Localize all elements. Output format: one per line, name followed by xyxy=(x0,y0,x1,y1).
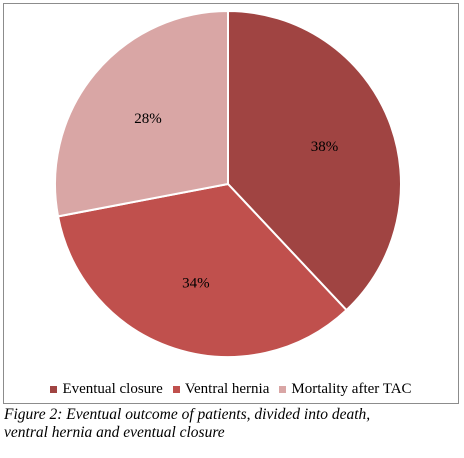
legend-item: Mortality after TAC xyxy=(279,380,412,398)
data-label-eventual-closure: 38% xyxy=(311,139,339,155)
data-label-mortality-after-tac: 28% xyxy=(134,111,162,127)
figure-caption: Figure 2: Eventual outcome of patients, … xyxy=(4,406,462,442)
legend: Eventual closure Ventral hernia Mortality … xyxy=(4,378,458,400)
caption-line-2: ventral hernia and eventual closure xyxy=(4,424,225,441)
chart-frame: 38% 34% 28% Eventual closure Ventral hernia… xyxy=(3,3,459,404)
legend-swatch xyxy=(172,385,180,393)
legend-label: Ventral hernia xyxy=(184,380,270,397)
legend-label: Mortality after TAC xyxy=(291,380,412,397)
legend-label: Eventual closure xyxy=(62,380,163,397)
pie-slice-ventral-hernia xyxy=(56,182,348,359)
pie-slice-eventual-closure xyxy=(227,9,403,312)
legend-swatch xyxy=(50,385,58,393)
pie-slice-mortality-after-tac xyxy=(54,9,229,218)
legend-item: Ventral hernia xyxy=(172,380,270,398)
caption-line-1: Figure 2: Eventual outcome of patients, … xyxy=(4,406,371,423)
legend-swatch xyxy=(279,385,287,393)
data-label-ventral-hernia: 34% xyxy=(182,276,210,292)
legend-item: Eventual closure xyxy=(50,380,163,398)
pie-chart: 38% 34% 28% xyxy=(54,9,403,359)
